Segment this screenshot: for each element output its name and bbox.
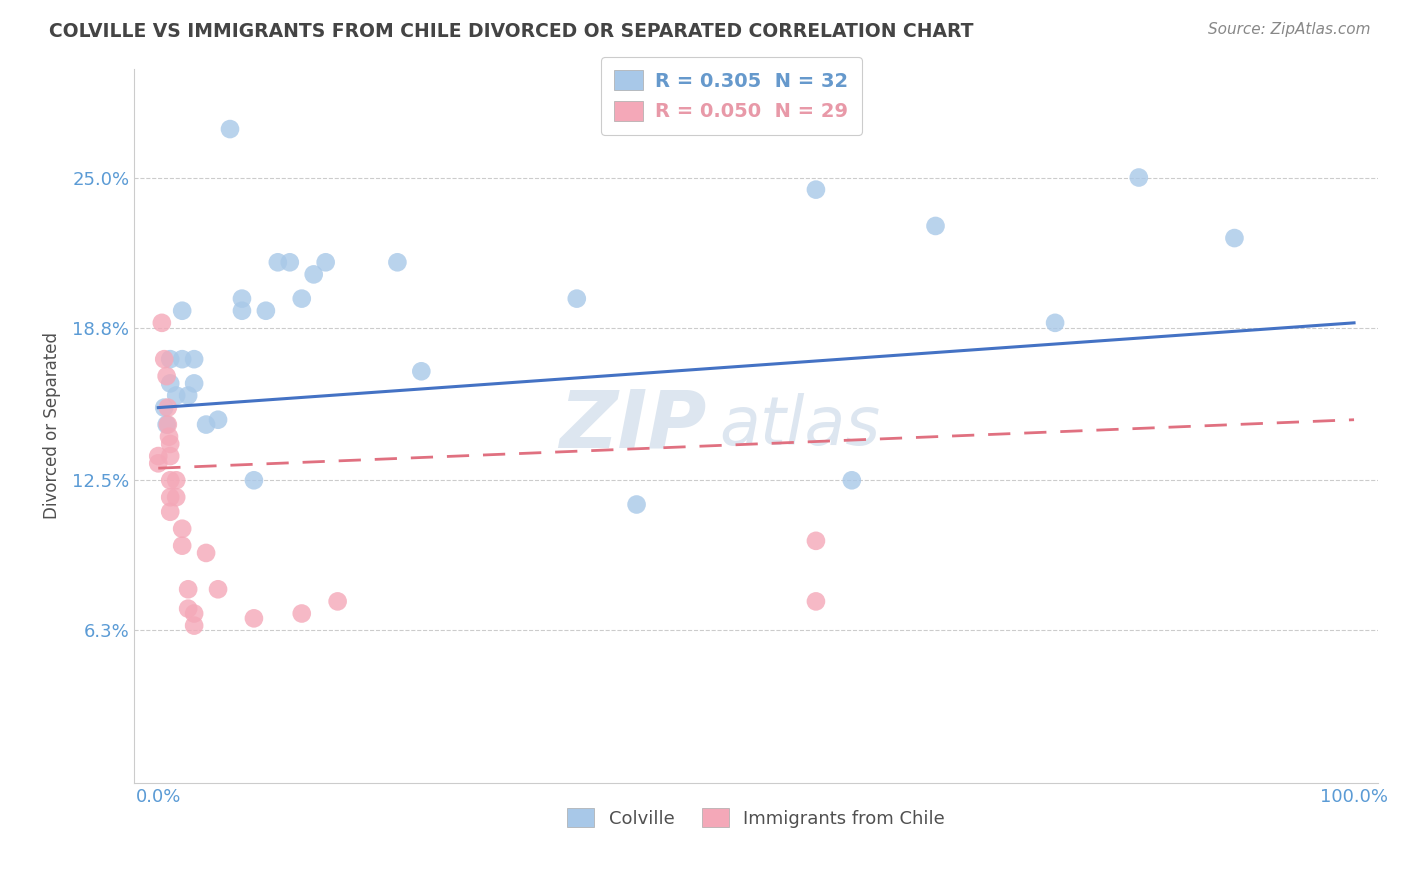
Point [148, 456, 170, 470]
Text: COLVILLE VS IMMIGRANTS FROM CHILE DIVORCED OR SEPARATED CORRELATION CHART: COLVILLE VS IMMIGRANTS FROM CHILE DIVORC… [49, 22, 974, 41]
Point [207, 582, 229, 597]
Point [207, 413, 229, 427]
Legend: Colville, Immigrants from Chile: Colville, Immigrants from Chile [560, 801, 952, 835]
Point [302, 268, 325, 282]
Point [278, 255, 301, 269]
Point [291, 292, 314, 306]
Point [804, 594, 827, 608]
Text: ZIP: ZIP [560, 387, 706, 465]
Point [626, 498, 648, 512]
Point [177, 601, 200, 615]
Point [165, 490, 187, 504]
Point [172, 522, 194, 536]
Text: atlas: atlas [718, 392, 880, 458]
Point [177, 388, 200, 402]
Point [804, 183, 827, 197]
Point [315, 255, 337, 269]
Point [172, 303, 194, 318]
Point [243, 473, 266, 487]
Point [1223, 231, 1246, 245]
Point [159, 490, 181, 504]
Point [172, 352, 194, 367]
Point [387, 255, 409, 269]
Point [243, 611, 266, 625]
Point [195, 417, 218, 432]
Point [183, 607, 205, 621]
Point [172, 539, 194, 553]
Point [159, 352, 181, 367]
Point [231, 303, 253, 318]
Point [159, 437, 181, 451]
Text: Source: ZipAtlas.com: Source: ZipAtlas.com [1208, 22, 1371, 37]
Point [1043, 316, 1066, 330]
Point [153, 352, 176, 367]
Point [804, 533, 827, 548]
Point [183, 352, 205, 367]
Point [254, 303, 277, 318]
Point [156, 369, 179, 384]
Point [195, 546, 218, 560]
Point [157, 430, 180, 444]
Point [924, 219, 946, 233]
Point [165, 388, 187, 402]
Point [150, 316, 173, 330]
Point [291, 607, 314, 621]
Point [148, 449, 170, 463]
Point [267, 255, 290, 269]
Point [183, 376, 205, 391]
Point [159, 376, 181, 391]
Point [326, 594, 349, 608]
Point [156, 417, 179, 432]
Point [231, 292, 253, 306]
Point [177, 582, 200, 597]
Point [841, 473, 863, 487]
Point [156, 417, 179, 432]
Point [156, 401, 179, 415]
Y-axis label: Divorced or Separated: Divorced or Separated [44, 333, 60, 519]
Point [159, 473, 181, 487]
Point [219, 122, 242, 136]
Point [183, 618, 205, 632]
Point [565, 292, 588, 306]
Point [411, 364, 433, 378]
Point [165, 473, 187, 487]
Point [153, 401, 176, 415]
Point [172, 49, 194, 63]
Point [159, 449, 181, 463]
Point [1128, 170, 1150, 185]
Point [159, 505, 181, 519]
